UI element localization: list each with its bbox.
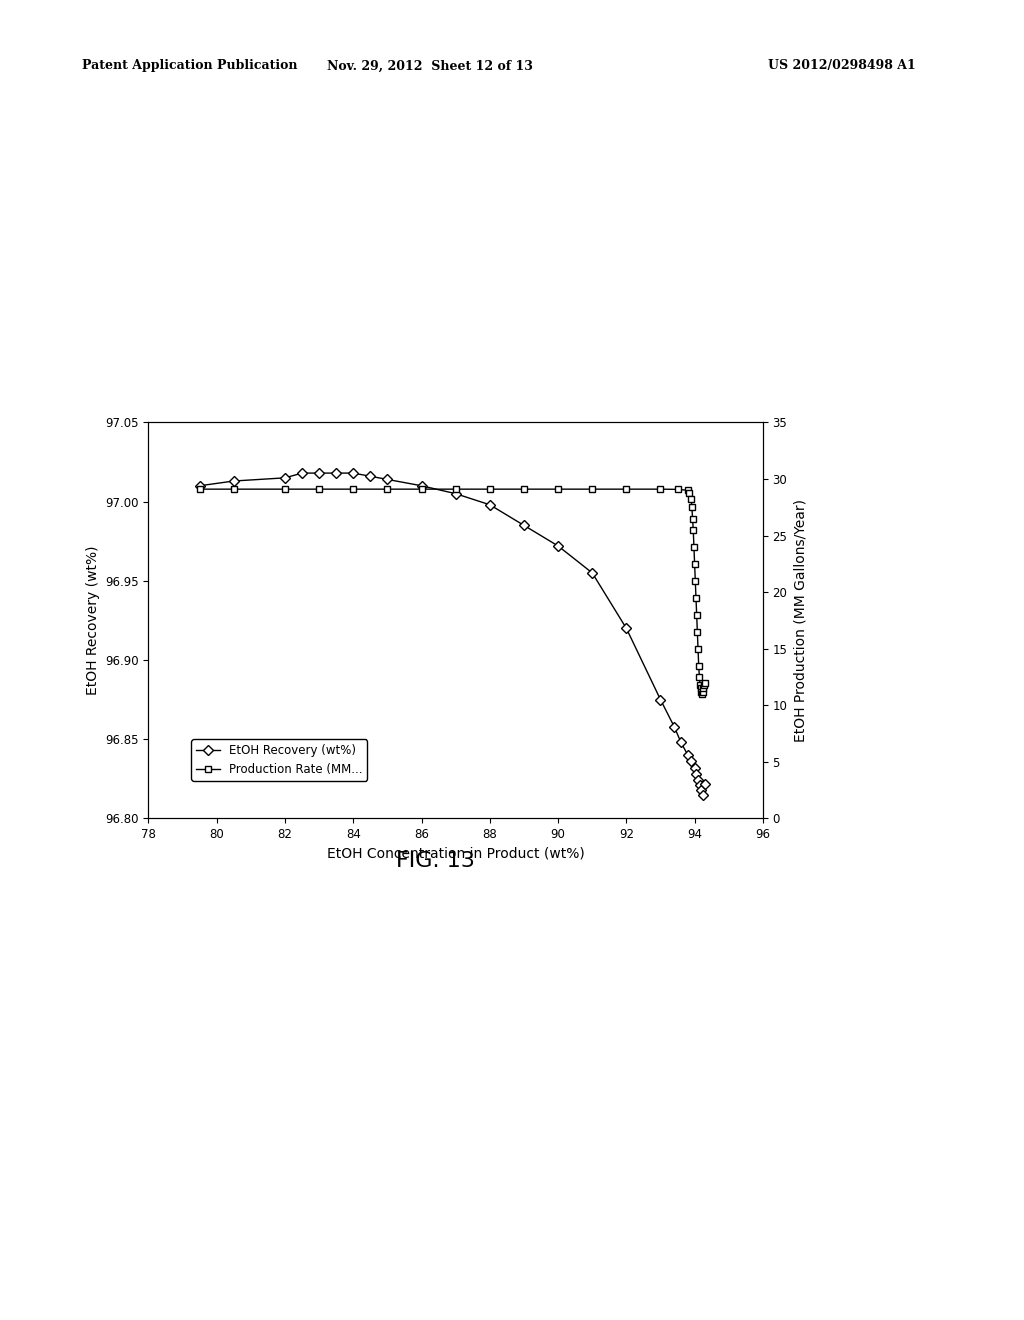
Y-axis label: EtOH Production (MM Gallons/Year): EtOH Production (MM Gallons/Year) [793, 499, 807, 742]
Legend: EtOH Recovery (wt%), Production Rate (MM...: EtOH Recovery (wt%), Production Rate (MM… [191, 739, 368, 781]
Y-axis label: EtOH Recovery (wt%): EtOH Recovery (wt%) [86, 545, 99, 696]
Text: FIG. 13: FIG. 13 [395, 851, 475, 871]
X-axis label: EtOH Concentration in Product (wt%): EtOH Concentration in Product (wt%) [327, 846, 585, 861]
Text: US 2012/0298498 A1: US 2012/0298498 A1 [768, 59, 915, 73]
Text: Patent Application Publication: Patent Application Publication [82, 59, 297, 73]
Text: Nov. 29, 2012  Sheet 12 of 13: Nov. 29, 2012 Sheet 12 of 13 [327, 59, 534, 73]
